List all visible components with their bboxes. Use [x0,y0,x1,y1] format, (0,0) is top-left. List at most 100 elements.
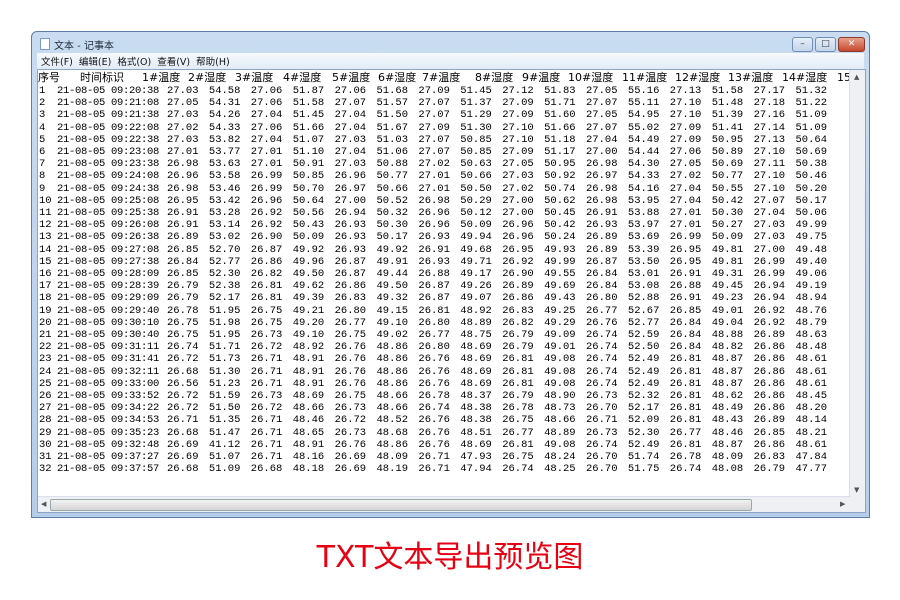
row-value: 27.00 [502,194,534,207]
row-value: 50.92 [544,170,576,183]
row-index: 15 [39,255,52,268]
row-value: 51.95 [208,329,241,341]
row-index: 32 [39,463,52,476]
header-column: 2#湿度 [188,71,227,84]
notepad-window: 文本 - 记事本 – □ ✕ 文件(F) 编辑(E) 格式(O) 查看(V) 帮… [31,31,870,518]
row-value: 27.09 [669,121,702,134]
row-timestamp: 21-08-05 09:30:10 [57,316,160,329]
scroll-up-arrow-icon[interactable]: ▲ [854,73,860,81]
row-value: 26.92 [753,316,786,329]
row-value: 51.74 [627,451,660,463]
row-value: 27.11 [753,158,786,171]
close-button[interactable]: ✕ [838,37,865,52]
row-value: 51.73 [208,353,241,366]
row-value: 49.55 [544,268,576,280]
row-value: 26.79 [753,463,786,476]
row-value: 51.32 [795,85,828,97]
row-value: 27.04 [334,109,367,122]
row-value: 27.07 [586,121,618,134]
row-value: 48.69 [292,390,325,402]
row-value: 26.76 [418,377,450,390]
row-timestamp: 21-08-05 09:21:08 [57,97,160,110]
menu-file[interactable]: 文件(F) [41,57,73,68]
row-value: 52.17 [627,402,660,415]
row-timestamp: 21-08-05 09:27:38 [57,255,160,268]
row-value: 26.84 [167,255,199,268]
row-value: 27.01 [669,219,702,232]
header-index: 序号 [38,71,60,84]
menu-edit[interactable]: 编辑(E) [78,57,112,68]
minimize-button[interactable]: – [792,37,813,52]
row-value: 27.01 [167,146,199,158]
vertical-scrollbar[interactable]: ▲ ▼ [849,70,865,498]
row-value: 26.92 [502,255,534,268]
row-value: 26.81 [250,292,283,305]
row-value: 51.30 [460,121,492,134]
row-value: 27.05 [669,158,702,171]
row-value: 48.88 [711,329,744,341]
row-value: 27.04 [250,109,283,122]
row-value: 49.29 [544,316,576,329]
row-value: 49.17 [460,268,492,280]
row-value: 52.67 [627,304,660,317]
row-value: 26.77 [334,316,367,329]
row-value: 47.84 [795,451,828,463]
row-value: 49.81 [711,243,744,256]
row-value: 26.75 [502,451,534,463]
row-value: 48.48 [795,341,828,354]
row-value: 26.84 [586,280,618,293]
row-value: 55.11 [627,97,660,110]
text-content[interactable]: 序号 时间标识 1#温度 2#湿度 3#温度 4#湿度 5#温度 6#湿度 7#温度 8#湿度 9#… [38,70,851,498]
row-value: 26.81 [669,414,702,427]
row-value: 27.07 [418,146,450,158]
scroll-down-arrow-icon[interactable]: ▼ [854,486,860,494]
row-value: 52.59 [627,329,660,341]
horizontal-scrollbar[interactable]: ◀ ▶ [38,496,851,512]
row-value: 26.83 [502,304,534,317]
row-value: 50.46 [795,170,828,183]
row-value: 26.71 [250,365,283,378]
row-value: 51.95 [208,304,241,317]
row-value: 26.81 [669,365,702,378]
row-value: 51.83 [544,85,576,97]
row-index: 11 [39,207,52,219]
row-value: 26.74 [586,341,618,354]
row-value: 53.50 [627,255,660,268]
row-value: 49.62 [292,280,325,293]
row-value: 26.87 [334,268,367,280]
row-index: 9 [39,182,46,195]
row-value: 26.74 [502,463,534,476]
maximize-button[interactable]: □ [815,37,836,52]
row-value: 26.86 [753,341,786,354]
row-value: 49.10 [376,316,409,329]
text-editor[interactable]: 序号 时间标识 1#温度 2#湿度 3#温度 4#湿度 5#温度 6#湿度 7#温度 8#湿度 9#… [37,69,866,513]
row-value: 27.09 [502,109,534,122]
row-value: 26.80 [334,304,367,317]
row-value: 27.03 [334,133,367,146]
row-timestamp: 21-08-05 09:22:08 [57,121,160,134]
row-value: 50.62 [544,194,576,207]
scroll-right-arrow-icon[interactable]: ▶ [840,500,846,508]
scroll-left-arrow-icon[interactable]: ◀ [41,500,47,508]
menu-view[interactable]: 查看(V) [157,57,191,68]
row-value: 26.79 [502,390,534,402]
horizontal-scroll-thumb[interactable] [50,499,752,511]
row-value: 50.66 [460,170,492,183]
row-value: 50.52 [376,194,409,207]
row-value: 52.32 [627,390,660,402]
row-value: 55.16 [627,85,660,97]
title-bar[interactable]: 文本 - 记事本 – □ ✕ [32,32,869,53]
row-value: 50.12 [460,207,492,219]
row-value: 26.68 [167,426,199,439]
menu-format[interactable]: 格式(O) [117,57,152,68]
menu-help[interactable]: 帮助(H) [196,57,230,68]
row-value: 51.35 [208,414,241,427]
row-value: 49.81 [711,255,744,268]
row-value: 51.59 [208,390,241,402]
row-value: 27.01 [418,182,450,195]
row-value: 26.95 [669,255,702,268]
row-value: 50.45 [544,207,576,219]
row-value: 53.01 [627,268,660,280]
resize-grip[interactable] [850,497,865,512]
row-value: 27.03 [334,158,367,171]
